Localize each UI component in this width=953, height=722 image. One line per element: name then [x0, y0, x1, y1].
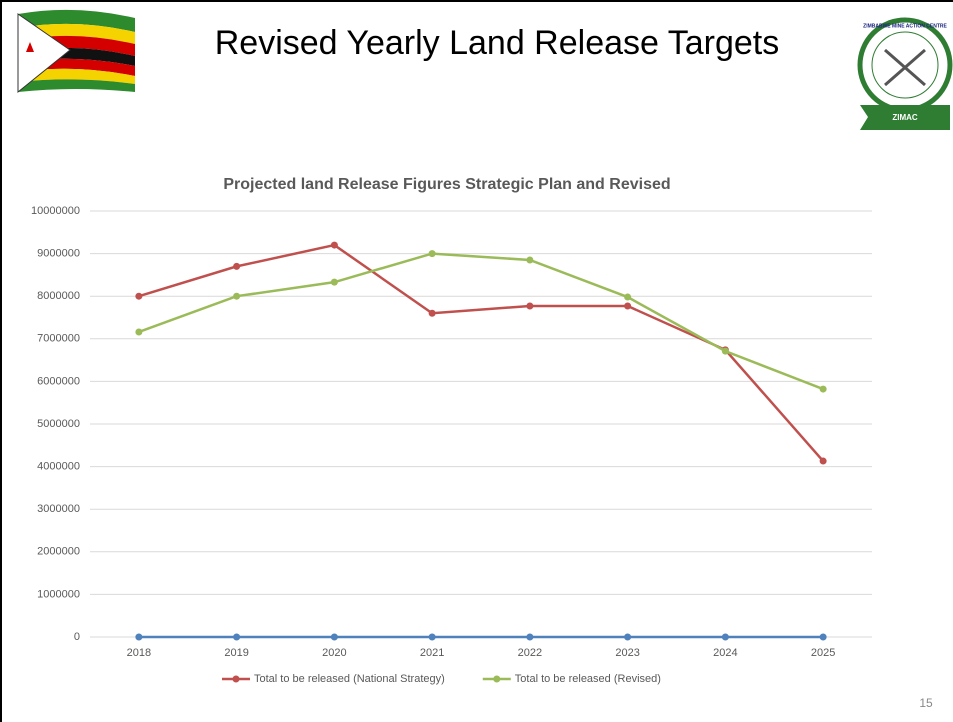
data-point: [233, 633, 241, 641]
slide-title: Revised Yearly Land Release Targets: [215, 24, 780, 62]
legend-marker: [232, 675, 240, 683]
legend-marker: [493, 675, 501, 683]
logo: ZIMBABWE MINE ACTION CENTRE ZIMAC: [857, 17, 953, 130]
y-tick-label: 2000000: [37, 546, 80, 558]
data-point: [233, 292, 241, 300]
data-point: [428, 633, 436, 641]
data-point: [330, 241, 338, 249]
data-point: [526, 256, 534, 264]
y-tick-label: 9000000: [37, 248, 80, 260]
logo-text: ZIMBABWE MINE ACTION CENTRE: [863, 23, 947, 29]
series-line: [138, 243, 825, 462]
data-point: [233, 262, 241, 270]
y-tick-label: 10000000: [31, 205, 80, 217]
data-point: [721, 347, 729, 355]
data-point: [819, 385, 827, 393]
data-point: [526, 633, 534, 641]
y-tick-label: 0: [74, 631, 80, 643]
x-tick-label: 2018: [127, 647, 151, 659]
logo-label: ZIMAC: [892, 113, 918, 122]
x-tick-label: 2023: [615, 647, 639, 659]
x-tick-label: 2022: [518, 647, 542, 659]
data-point: [428, 309, 436, 317]
y-tick-label: 4000000: [37, 461, 80, 473]
data-point: [135, 328, 143, 336]
y-tick-label: 1000000: [37, 588, 80, 600]
page-number: 15: [919, 696, 933, 710]
x-tick-label: 2024: [713, 647, 737, 659]
data-point: [819, 633, 827, 641]
data-point: [819, 457, 827, 465]
legend-label: Total to be released (National Strategy): [254, 673, 445, 685]
x-tick-label: 2025: [811, 647, 835, 659]
flag: [17, 9, 135, 94]
y-tick-label: 5000000: [37, 418, 80, 430]
data-point: [624, 633, 632, 641]
x-tick-label: 2021: [420, 647, 444, 659]
series-line: [138, 252, 824, 391]
y-tick-label: 3000000: [37, 503, 80, 515]
data-point: [624, 293, 632, 301]
chart-title: Projected land Release Figures Strategic…: [223, 176, 670, 193]
data-point: [330, 633, 338, 641]
y-tick-label: 7000000: [37, 333, 80, 345]
y-tick-label: 6000000: [37, 375, 80, 387]
legend-label: Total to be released (Revised): [515, 673, 661, 685]
y-tick-label: 8000000: [37, 290, 80, 302]
data-point: [330, 278, 338, 286]
x-tick-label: 2020: [322, 647, 346, 659]
data-point: [428, 250, 436, 258]
data-point: [135, 633, 143, 641]
data-point: [135, 292, 143, 300]
data-point: [721, 633, 729, 641]
data-point: [624, 302, 632, 310]
data-point: [526, 302, 534, 310]
x-tick-label: 2019: [224, 647, 248, 659]
